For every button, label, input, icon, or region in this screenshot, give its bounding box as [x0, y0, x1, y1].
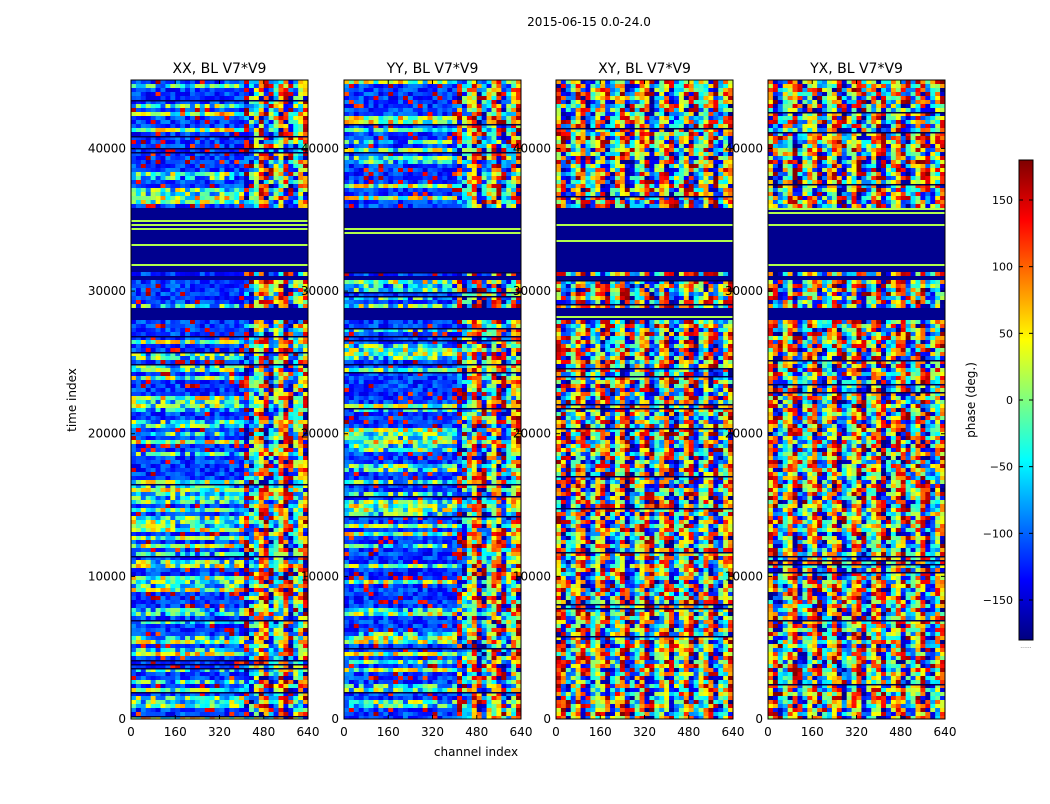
y-tick-label: 0 — [118, 712, 126, 726]
y-tick-label: 30000 — [301, 284, 339, 298]
x-tick-label: 640 — [722, 725, 745, 739]
x-tick-label: 160 — [377, 725, 400, 739]
colorbar-tick-label: −100 — [983, 527, 1013, 540]
x-tick-label: 640 — [934, 725, 957, 739]
y-tick-label: 20000 — [513, 427, 551, 441]
y-tick-label: 0 — [543, 712, 551, 726]
x-tick-label: 0 — [127, 725, 135, 739]
x-tick-label: 320 — [208, 725, 231, 739]
panel-title: XY, BL V7*V9 — [598, 61, 691, 77]
x-axis-label: channel index — [434, 745, 518, 759]
x-tick-label: 0 — [340, 725, 348, 739]
y-tick-label: 10000 — [301, 569, 339, 583]
x-tick-label: 320 — [845, 725, 868, 739]
figure-suptitle: 2015-06-15 0.0-24.0 — [527, 15, 651, 29]
x-tick-label: 480 — [252, 725, 275, 739]
y-tick-label: 20000 — [301, 427, 339, 441]
y-tick-label: 20000 — [725, 427, 763, 441]
panel-title: XX, BL V7*V9 — [173, 61, 267, 77]
y-tick-label: 40000 — [725, 141, 763, 155]
y-tick-label: 20000 — [88, 427, 126, 441]
y-tick-label: 30000 — [513, 284, 551, 298]
x-tick-label: 160 — [801, 725, 824, 739]
colorbar-tick-label: −150 — [983, 594, 1013, 607]
y-axis-label: time index — [65, 368, 79, 432]
colorbar-tick-label: 100 — [992, 261, 1013, 274]
panel-title: YX, BL V7*V9 — [809, 61, 903, 77]
y-tick-label: 30000 — [88, 284, 126, 298]
panels: XX, BL V7*V9 0 160 320 480 640 0 10000 20000 3000… — [88, 61, 957, 739]
heatmap-image — [768, 80, 945, 720]
colorbar-tick-label: 150 — [992, 194, 1013, 207]
y-tick-label: 30000 — [725, 284, 763, 298]
x-tick-label: 480 — [465, 725, 488, 739]
y-tick-label: 10000 — [513, 569, 551, 583]
y-tick-label: 10000 — [88, 569, 126, 583]
x-tick-label: 480 — [889, 725, 912, 739]
heatmap-image — [556, 80, 733, 720]
y-tick-label: 40000 — [301, 141, 339, 155]
panel-1: YY, BL V7*V9 0 160 320 480 640 0 10000 20000 3000… — [301, 61, 533, 739]
x-tick-label: 160 — [589, 725, 612, 739]
heatmap-image — [131, 80, 308, 720]
colorbar-label: phase (deg.) — [964, 362, 978, 438]
y-tick-label: 0 — [755, 712, 763, 726]
x-tick-label: 0 — [552, 725, 560, 739]
colorbar: −150 −100 −50 0 50 100 150 — [983, 160, 1033, 640]
x-tick-label: 480 — [677, 725, 700, 739]
heatmap-image — [344, 80, 521, 720]
x-tick-label: 640 — [297, 725, 320, 739]
x-tick-label: 320 — [421, 725, 444, 739]
panel-title: YY, BL V7*V9 — [386, 61, 479, 77]
panel-3: YX, BL V7*V9 0 160 320 480 640 0 10000 20000 3000… — [725, 61, 957, 739]
panel-2: XY, BL V7*V9 0 160 320 480 640 0 10000 20000 3000… — [513, 61, 745, 739]
y-tick-label: 10000 — [725, 569, 763, 583]
colorbar-tick-label: −50 — [990, 461, 1013, 474]
x-tick-label: 160 — [164, 725, 187, 739]
colorbar-extra-label: ...... — [1020, 643, 1032, 650]
colorbar-tick-label: 0 — [1006, 394, 1013, 407]
y-tick-label: 40000 — [513, 141, 551, 155]
x-tick-label: 0 — [764, 725, 772, 739]
x-tick-label: 640 — [510, 725, 533, 739]
panel-0: XX, BL V7*V9 0 160 320 480 640 0 10000 20000 3000… — [88, 61, 320, 739]
colorbar-tick-label: 50 — [999, 327, 1013, 340]
x-tick-label: 320 — [633, 725, 656, 739]
y-tick-label: 40000 — [88, 141, 126, 155]
y-tick-label: 0 — [331, 712, 339, 726]
